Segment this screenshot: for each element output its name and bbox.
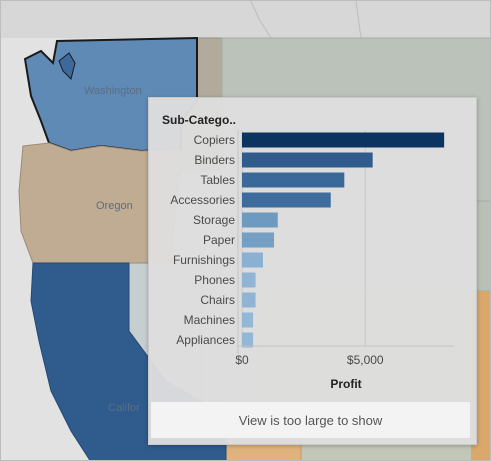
bar-accessories[interactable] bbox=[242, 192, 331, 208]
province-border bbox=[355, 1, 362, 39]
category-label: Binders bbox=[194, 153, 235, 167]
bar-copiers[interactable] bbox=[242, 132, 445, 148]
category-label: Paper bbox=[203, 233, 235, 247]
bar-appliances[interactable] bbox=[242, 332, 254, 348]
category-label: Accessories bbox=[170, 193, 235, 207]
tooltip-bar-chart: Sub-Catego.. Copiers Binders Tables Accesso… bbox=[162, 113, 454, 391]
province-border bbox=[250, 1, 272, 39]
bar-paper[interactable] bbox=[242, 232, 275, 248]
bar-binders[interactable] bbox=[242, 152, 373, 168]
bar-storage[interactable] bbox=[242, 212, 278, 228]
x-axis-ticks: $0 $5,000 bbox=[235, 353, 384, 367]
x-tick-label: $0 bbox=[235, 353, 249, 367]
bar-furnishings[interactable] bbox=[242, 252, 263, 268]
bar-machines[interactable] bbox=[242, 312, 254, 328]
bar-chairs[interactable] bbox=[242, 292, 256, 308]
category-label: Appliances bbox=[176, 333, 235, 347]
category-label: Copiers bbox=[194, 133, 235, 147]
category-label: Furnishings bbox=[173, 253, 235, 267]
puget-sound-islands bbox=[58, 52, 76, 80]
bar-phones[interactable] bbox=[242, 272, 256, 288]
x-axis-title: Profit bbox=[330, 377, 361, 391]
view-too-large-message: View is too large to show bbox=[151, 402, 470, 438]
canada-region bbox=[1, 1, 490, 38]
category-labels: Copiers Binders Tables Accessories Storage Pa… bbox=[170, 133, 235, 347]
bars-group bbox=[242, 132, 445, 348]
row-header-label: Sub-Catego.. bbox=[162, 113, 236, 127]
category-label: Storage bbox=[193, 213, 235, 227]
category-label: Tables bbox=[200, 173, 235, 187]
category-label: Machines bbox=[184, 313, 235, 327]
oregon-label: Oregon bbox=[96, 200, 133, 212]
washington-label: Washington bbox=[84, 85, 142, 97]
tooltip-panel: Sub-Catego.. Copiers Binders Tables Accesso… bbox=[148, 97, 477, 445]
category-label: Chairs bbox=[200, 293, 235, 307]
bar-tables[interactable] bbox=[242, 172, 345, 188]
x-tick-label: $5,000 bbox=[347, 353, 384, 367]
category-label: Phones bbox=[194, 273, 235, 287]
california-label: Califor bbox=[108, 402, 140, 414]
